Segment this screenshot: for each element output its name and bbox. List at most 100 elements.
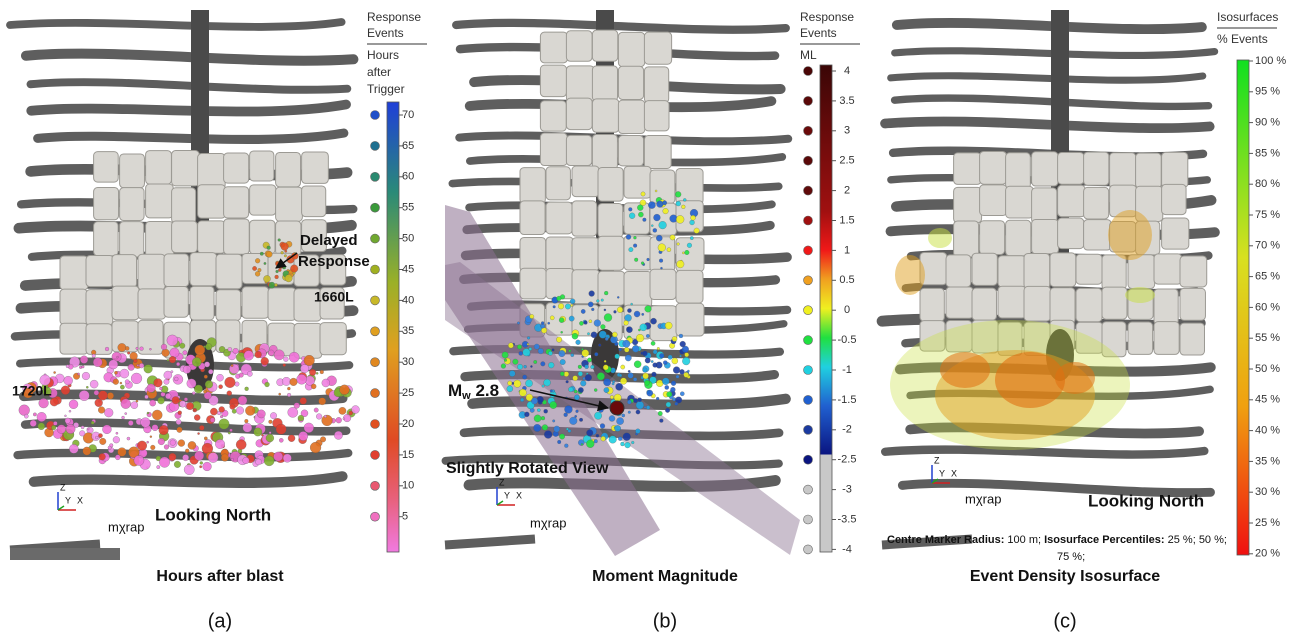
event	[269, 282, 275, 288]
event	[219, 385, 223, 389]
stope	[954, 187, 982, 222]
event	[677, 260, 685, 268]
event	[501, 364, 506, 369]
annotation: Mw 2.8	[448, 381, 499, 401]
event	[679, 369, 684, 374]
event	[283, 454, 291, 462]
colorbar	[1237, 60, 1249, 555]
event	[620, 442, 624, 446]
scenes	[10, 10, 1215, 560]
event	[349, 411, 353, 415]
tick-label: 55	[402, 202, 414, 214]
event	[93, 358, 102, 367]
event	[665, 385, 669, 389]
event	[610, 395, 614, 399]
stope	[1058, 218, 1084, 249]
stope	[112, 286, 139, 320]
annotation-part: M	[448, 381, 462, 400]
event	[632, 345, 639, 352]
event	[288, 435, 295, 442]
event	[256, 459, 262, 465]
event	[667, 248, 671, 252]
event	[657, 347, 660, 350]
event	[677, 243, 680, 246]
stope	[676, 270, 703, 303]
event	[541, 416, 545, 420]
event	[598, 407, 603, 412]
stope	[146, 184, 174, 218]
event	[239, 373, 243, 377]
event	[538, 348, 544, 354]
event	[578, 371, 583, 376]
event	[282, 377, 290, 385]
stope	[320, 323, 346, 355]
event	[287, 387, 290, 390]
event	[98, 391, 108, 401]
footnote-part: 100 m;	[1004, 534, 1044, 546]
stope	[946, 287, 973, 318]
legend-marker	[371, 265, 380, 274]
logo: mχrap	[530, 515, 566, 530]
event	[252, 266, 256, 270]
event	[137, 364, 139, 366]
event	[258, 268, 262, 272]
event	[54, 371, 56, 373]
tick-label: 60 %	[1255, 301, 1280, 313]
stope	[572, 270, 600, 304]
event	[233, 348, 239, 354]
legend-marker	[804, 485, 813, 494]
event	[125, 380, 129, 384]
stope	[1032, 188, 1057, 224]
stope	[1102, 255, 1126, 290]
event	[38, 423, 45, 430]
stope	[224, 153, 249, 183]
event	[571, 353, 574, 356]
event	[203, 462, 212, 471]
tunnel	[26, 54, 353, 61]
caption: Hours after blast	[156, 568, 284, 585]
tick-label: -1.5	[838, 394, 857, 406]
axis-label: X	[951, 468, 957, 478]
tunnel	[445, 539, 535, 545]
annotation: Delayed	[300, 232, 358, 249]
event	[587, 333, 589, 335]
event	[524, 365, 527, 368]
tick-label: -4	[842, 543, 852, 555]
stope	[980, 151, 1007, 184]
stope	[546, 202, 572, 234]
event	[651, 341, 655, 345]
event	[266, 434, 274, 442]
event	[170, 440, 176, 446]
event	[217, 374, 224, 381]
event	[552, 349, 555, 352]
event	[601, 436, 606, 441]
stope	[294, 323, 322, 358]
stope	[592, 30, 617, 61]
event	[619, 348, 622, 351]
event	[152, 410, 162, 420]
event	[264, 262, 266, 264]
event	[574, 390, 577, 393]
event	[136, 347, 139, 350]
event	[557, 440, 561, 444]
event	[653, 363, 658, 368]
event	[513, 359, 519, 365]
event	[193, 409, 195, 411]
event	[290, 265, 298, 273]
event	[204, 375, 208, 379]
tick-label: 75 %	[1255, 209, 1280, 221]
event	[591, 332, 597, 338]
event	[139, 363, 144, 368]
event	[127, 437, 130, 440]
stope	[920, 288, 944, 321]
event	[660, 267, 662, 269]
event	[174, 377, 178, 381]
stope	[520, 268, 546, 299]
event	[531, 398, 537, 404]
event	[578, 365, 582, 369]
event	[176, 419, 181, 424]
event	[269, 420, 273, 424]
scene	[10, 10, 359, 560]
event	[656, 235, 662, 241]
stope	[94, 188, 119, 220]
